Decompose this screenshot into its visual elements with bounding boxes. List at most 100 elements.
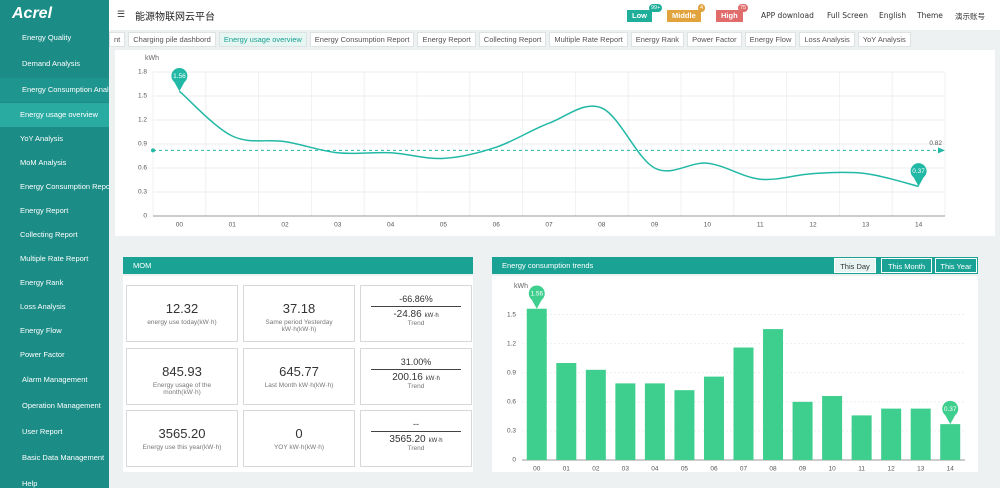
x-tick-label: 11 (757, 222, 764, 229)
tab-bar: nt Charging pile dashbord Energy usage ove… (109, 32, 1000, 47)
cell-label: Same period Yesterday kW·h(kW·h) (265, 319, 333, 333)
tab[interactable]: Multiple Rate Report (549, 32, 628, 47)
tab[interactable]: Energy Consumption Report (309, 32, 415, 47)
marker-label: 1.56 (530, 290, 543, 297)
cell-value: -- (413, 419, 419, 429)
y-axis-title: kWh (514, 283, 528, 290)
cell-label: Energy usage of the month(kW·h) (152, 382, 212, 396)
x-tick-label: 12 (888, 466, 896, 473)
tab[interactable]: Charging pile dashbord (128, 32, 216, 47)
x-tick-label: 08 (598, 222, 606, 229)
alarm-badge[interactable]: Middle (667, 10, 701, 22)
x-tick-label: 03 (622, 466, 630, 473)
header-link[interactable]: APP download (761, 11, 814, 20)
mom-cell: 31.00% 200.16 kW·h Trend (360, 348, 472, 405)
tab[interactable]: Power Factor (687, 32, 742, 47)
menu-group[interactable]: Help (22, 479, 38, 488)
period-button[interactable]: This Month (881, 258, 932, 273)
menu-item[interactable]: Energy Report (20, 206, 69, 215)
header-link[interactable]: 演示账号 (955, 12, 985, 21)
period-button[interactable]: This Day (834, 258, 876, 273)
bar (703, 376, 724, 460)
marker-pin (942, 400, 959, 425)
y-tick-label: 0 (512, 457, 516, 464)
cell-unit: kW·h (428, 438, 443, 444)
x-tick-label: 00 (176, 222, 184, 229)
x-tick-label: 10 (704, 222, 712, 229)
x-tick-label: 06 (493, 222, 501, 229)
mom-cell: 845.93 Energy usage of the month(kW·h) (126, 348, 238, 405)
menu-item[interactable]: Energy Consumption Repor (20, 182, 109, 191)
menu-item[interactable]: Collecting Report (20, 230, 78, 239)
x-tick-label: 08 (769, 466, 777, 473)
y-tick-label: 1.5 (507, 311, 516, 318)
mom-cell: 0 YOY kW·h(kW·h) (243, 410, 355, 467)
cell-diff-row: -24.86 kW·h (361, 309, 471, 320)
tab[interactable]: Loss Analysis (799, 32, 855, 47)
tab[interactable]: Collecting Report (478, 32, 547, 47)
menu-item[interactable]: Multiple Rate Report (20, 254, 89, 263)
menu-group[interactable]: Alarm Management (22, 375, 88, 384)
menu-group[interactable]: Operation Management (22, 401, 101, 410)
x-tick-label: 05 (440, 222, 448, 229)
menu-icon[interactable]: ☰ (117, 9, 126, 19)
menu-group[interactable]: Energy Consumption Analy (0, 78, 109, 102)
y-tick-label: 0.3 (507, 428, 516, 435)
y-tick-label: 0 (143, 213, 147, 220)
average-label: 0.82 (929, 140, 942, 147)
alarm-badge[interactable]: Low (627, 10, 652, 22)
cell-divider (371, 431, 461, 432)
x-tick-label: 13 (862, 222, 870, 229)
bar (851, 415, 872, 460)
cell-value: -66.86% (399, 294, 433, 304)
x-tick-label: 14 (947, 466, 955, 473)
cell-divider (371, 306, 461, 307)
tab[interactable]: nt (109, 32, 126, 47)
menu-item[interactable]: YoY Analysis (20, 134, 63, 143)
cell-label: Last Month kW·h(kW·h) (264, 382, 334, 389)
menu-group[interactable]: Basic Data Management (22, 453, 105, 462)
x-tick-label: 14 (915, 222, 923, 229)
y-tick-label: 0.3 (138, 189, 147, 196)
x-tick-label: 00 (533, 466, 541, 473)
cell-value: 3565.20 (158, 426, 206, 441)
x-tick-label: 12 (809, 222, 817, 229)
sidebar: Acrel Energy Quality Demand Analysis Energ… (0, 0, 109, 488)
y-tick-label: 0.6 (507, 399, 516, 406)
mom-cell: 3565.20 Energy use this year(kW·h) (126, 410, 238, 467)
alarm-count: 75 (738, 4, 749, 12)
bar (763, 329, 784, 460)
x-tick-label: 09 (799, 466, 807, 473)
cell-diff-row: 200.16 kW·h (361, 372, 471, 383)
alarm-badge[interactable]: High (716, 10, 743, 22)
bar (644, 383, 665, 460)
tab[interactable]: YoY Analysis (857, 32, 911, 47)
menu-item[interactable]: Loss Analysis (20, 302, 66, 311)
menu-item[interactable]: MoM Analysis (20, 158, 67, 167)
cell-diff-row: 3565.20 kW·h (361, 434, 471, 445)
menu-item[interactable]: Power Factor (20, 350, 65, 359)
period-button[interactable]: This Year (935, 258, 977, 273)
menu-group[interactable]: Demand Analysis (22, 59, 80, 68)
menu-item[interactable]: Energy Rank (20, 278, 64, 287)
y-tick-label: 1.2 (507, 340, 516, 347)
header-link[interactable]: Full Screen (827, 11, 868, 20)
cell-unit: kW·h (424, 313, 439, 319)
header-link[interactable]: Theme (917, 11, 943, 20)
tab[interactable]: Energy Flow (744, 32, 797, 47)
menu-group[interactable]: Energy Quality (22, 33, 72, 42)
y-tick-label: 1.5 (138, 93, 147, 100)
tab[interactable]: Energy Rank (630, 32, 685, 47)
header-link[interactable]: English (879, 11, 907, 20)
y-tick-label: 0.9 (507, 369, 516, 376)
tab[interactable]: Energy Report (417, 32, 476, 47)
tab[interactable]: Energy usage overview (218, 32, 307, 47)
bar (526, 308, 547, 460)
x-tick-label: 07 (545, 222, 553, 229)
menu-item[interactable]: Energy usage overview (0, 103, 109, 127)
x-tick-label: 03 (334, 222, 342, 229)
menu-item[interactable]: Energy Flow (20, 326, 62, 335)
x-tick-label: 02 (281, 222, 289, 229)
menu-group[interactable]: User Report (22, 427, 63, 436)
bar (733, 347, 754, 460)
